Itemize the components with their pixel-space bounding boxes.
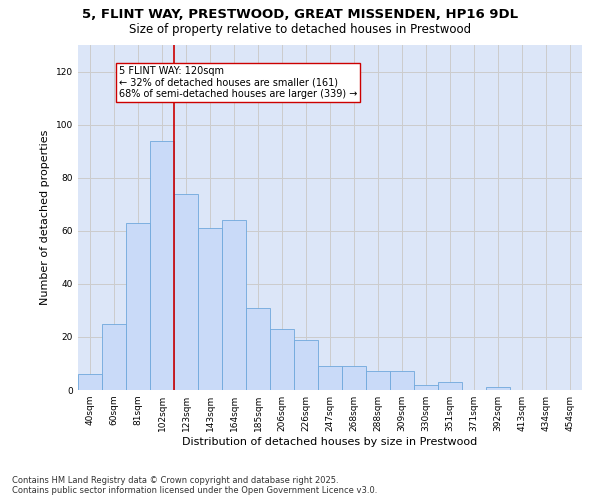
Bar — [270, 329, 294, 390]
Bar — [294, 340, 318, 390]
Y-axis label: Number of detached properties: Number of detached properties — [40, 130, 50, 305]
Bar — [126, 223, 150, 390]
Bar — [366, 372, 390, 390]
Text: 5 FLINT WAY: 120sqm
← 32% of detached houses are smaller (161)
68% of semi-detac: 5 FLINT WAY: 120sqm ← 32% of detached ho… — [119, 66, 357, 100]
Text: 5, FLINT WAY, PRESTWOOD, GREAT MISSENDEN, HP16 9DL: 5, FLINT WAY, PRESTWOOD, GREAT MISSENDEN… — [82, 8, 518, 20]
Bar — [150, 140, 174, 390]
Text: Contains HM Land Registry data © Crown copyright and database right 2025.
Contai: Contains HM Land Registry data © Crown c… — [12, 476, 377, 495]
Bar — [246, 308, 270, 390]
X-axis label: Distribution of detached houses by size in Prestwood: Distribution of detached houses by size … — [182, 437, 478, 447]
Bar — [486, 388, 510, 390]
Bar — [102, 324, 126, 390]
Bar — [318, 366, 342, 390]
Bar — [174, 194, 198, 390]
Bar — [78, 374, 102, 390]
Bar — [438, 382, 462, 390]
Bar — [342, 366, 366, 390]
Bar — [414, 384, 438, 390]
Text: Size of property relative to detached houses in Prestwood: Size of property relative to detached ho… — [129, 22, 471, 36]
Bar — [390, 372, 414, 390]
Bar — [222, 220, 246, 390]
Bar — [198, 228, 222, 390]
